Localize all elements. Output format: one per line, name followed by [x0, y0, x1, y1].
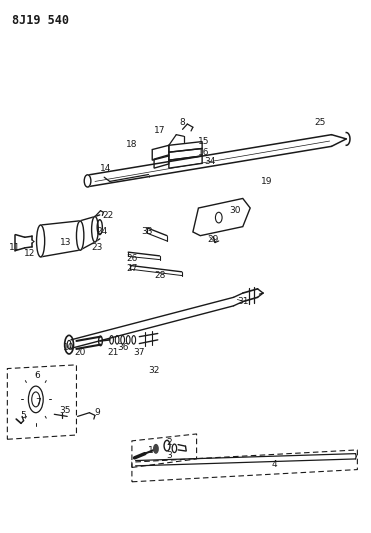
Text: 5: 5	[20, 411, 26, 420]
Text: 29: 29	[207, 236, 219, 245]
Text: 8: 8	[179, 118, 185, 127]
Text: 35: 35	[60, 406, 71, 415]
Ellipse shape	[154, 445, 158, 453]
Text: 22: 22	[102, 212, 114, 221]
Text: 6: 6	[35, 371, 40, 380]
Text: 37: 37	[134, 348, 145, 357]
Text: 31: 31	[237, 296, 249, 305]
Text: 11: 11	[9, 244, 20, 253]
Text: 23: 23	[91, 244, 102, 253]
Text: 19: 19	[261, 177, 273, 186]
Text: 2: 2	[166, 439, 172, 448]
Text: 18: 18	[126, 140, 138, 149]
Text: 17: 17	[154, 126, 165, 135]
Text: 1: 1	[148, 447, 153, 456]
Text: 15: 15	[198, 137, 210, 146]
Text: 13: 13	[60, 238, 71, 247]
Text: 36: 36	[117, 343, 128, 352]
Text: 14: 14	[100, 164, 112, 173]
Text: 4: 4	[272, 460, 277, 469]
Text: 32: 32	[148, 366, 160, 375]
Text: 27: 27	[126, 264, 138, 272]
Text: 3: 3	[166, 451, 172, 460]
Ellipse shape	[37, 225, 45, 257]
Ellipse shape	[92, 216, 98, 242]
Text: 25: 25	[315, 118, 326, 127]
Text: 26: 26	[126, 254, 138, 263]
Text: 10: 10	[63, 343, 75, 352]
Text: 34: 34	[204, 157, 215, 166]
Ellipse shape	[84, 175, 91, 187]
Text: 21: 21	[108, 348, 119, 357]
Text: 28: 28	[154, 271, 165, 280]
Text: 7: 7	[35, 398, 40, 407]
Text: 30: 30	[230, 206, 241, 215]
Text: 24: 24	[97, 228, 108, 237]
Text: 16: 16	[198, 148, 210, 157]
Text: 8J19 540: 8J19 540	[12, 14, 69, 27]
Text: 12: 12	[23, 249, 35, 258]
Ellipse shape	[76, 221, 84, 251]
Text: 9: 9	[94, 408, 100, 417]
Text: 20: 20	[75, 348, 86, 357]
Text: 33: 33	[141, 228, 152, 237]
